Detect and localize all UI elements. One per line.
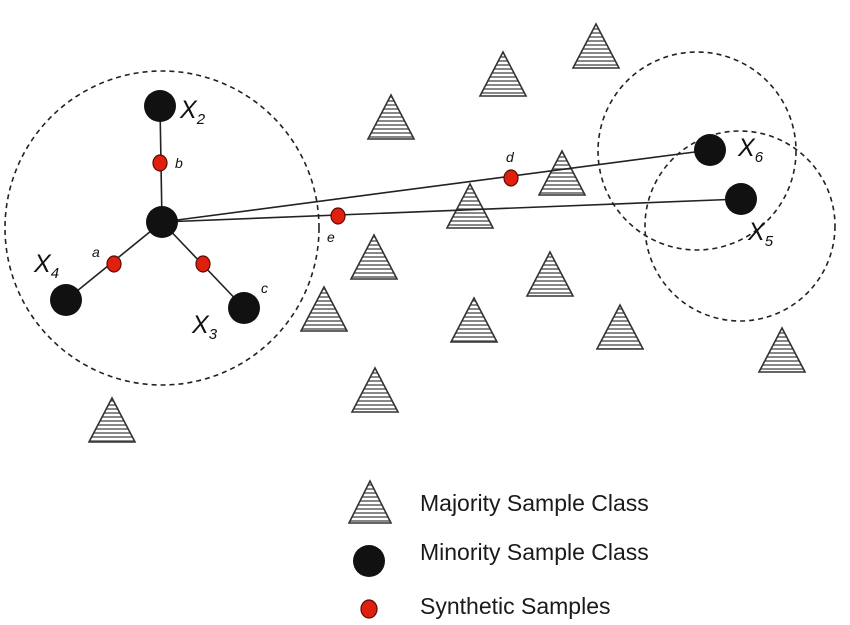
minority-sample-x2 [144, 90, 176, 122]
minority-sample-x4 [50, 284, 82, 316]
minority-sample-x1 [146, 206, 178, 238]
legend-black-circle-icon [353, 545, 385, 577]
label-x5: X5 [747, 218, 774, 250]
label-d: d [506, 149, 515, 165]
neighborhood-circle-x5 [644, 130, 836, 322]
majority-triangle-icon [757, 326, 807, 373]
minority-sample-x5 [725, 183, 757, 215]
majority-triangle-icon [349, 233, 399, 280]
majority-triangle-icon [537, 149, 587, 196]
synthetic-sample-b [152, 154, 168, 172]
majority-triangle-icon [299, 285, 349, 332]
label-x6: X6 [737, 134, 764, 166]
label-e: e [327, 229, 335, 245]
synthetic-samples [106, 154, 519, 273]
synthetic-sample-c [195, 255, 211, 273]
majority-triangle-icon [571, 22, 621, 69]
legend-majority-label: Majority Sample Class [420, 490, 649, 516]
majority-triangle-icon [350, 366, 400, 413]
legend-minority-item: Minority Sample Class [353, 539, 649, 577]
legend-triangle-icon [347, 479, 393, 524]
line-x1-x6 [161, 149, 711, 223]
legend: Majority Sample Class Minority Sample Cl… [347, 479, 649, 619]
label-x3: X3 [191, 311, 218, 343]
legend-minority-label: Minority Sample Class [420, 539, 649, 565]
majority-triangle-icon [595, 303, 645, 350]
neighborhood-circle-x6 [597, 51, 797, 251]
legend-synthetic-label: Synthetic Samples [420, 593, 610, 619]
majority-triangle-icon [525, 250, 575, 297]
majority-triangle-icon [449, 296, 499, 343]
minority-samples [50, 90, 757, 324]
legend-majority-item: Majority Sample Class [347, 479, 649, 524]
majority-triangle-icon [366, 93, 416, 140]
label-c: c [261, 280, 268, 296]
majority-triangle-icon [445, 182, 495, 229]
synthetic-sample-d [503, 169, 519, 187]
legend-red-circle-icon [360, 599, 378, 619]
synthetic-sample-e [330, 207, 346, 225]
majority-triangle-icon [87, 396, 137, 443]
label-b: b [175, 155, 183, 171]
minority-sample-x3 [228, 292, 260, 324]
label-x2: X2 [179, 96, 206, 128]
majority-triangle-icon [478, 50, 528, 97]
majority-samples [87, 22, 807, 443]
minority-sample-x6 [694, 134, 726, 166]
line-x1-x5 [161, 198, 742, 223]
label-a: a [92, 244, 100, 260]
legend-synthetic-item: Synthetic Samples [360, 593, 610, 619]
neighborhood-circle-x1 [4, 70, 320, 386]
synthetic-sample-a [106, 255, 122, 273]
label-x4: X4 [33, 250, 59, 282]
